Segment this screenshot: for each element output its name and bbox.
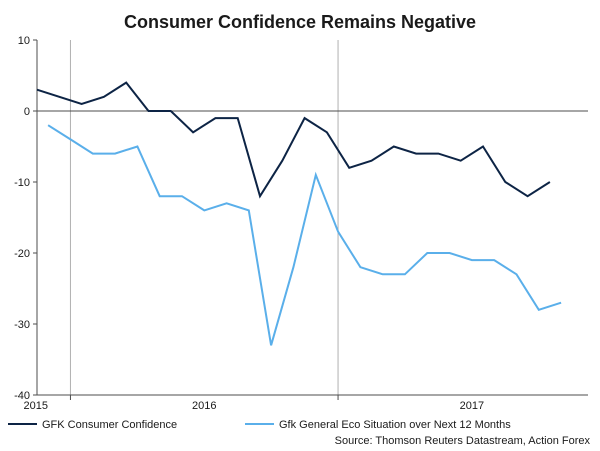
- y-tick-label: 0: [24, 106, 30, 118]
- legend-label-consumer-confidence: GFK Consumer Confidence: [42, 419, 177, 431]
- x-year-label: 2017: [460, 400, 484, 412]
- x-year-label: 2016: [192, 400, 216, 412]
- plot-area: [37, 40, 588, 395]
- y-axis: 10 0 -10 -20 -30 -40: [14, 35, 38, 402]
- source-note: Source: Thomson Reuters Datastream, Acti…: [335, 435, 591, 447]
- series-line-eco-situation: [47, 124, 562, 346]
- y-tick-label: 10: [18, 35, 30, 47]
- series-line-consumer-confidence: [36, 81, 551, 199]
- chart-title: Consumer Confidence Remains Negative: [124, 12, 476, 32]
- legend-label-eco-situation: Gfk General Eco Situation over Next 12 M…: [279, 419, 511, 431]
- x-axis: 2015 2016 2017: [23, 394, 588, 412]
- y-tick-label: -20: [14, 248, 30, 260]
- x-year-label: 2015: [23, 400, 47, 412]
- legend: GFK Consumer Confidence Gfk General Eco …: [8, 419, 511, 431]
- y-tick-label: -30: [14, 319, 30, 331]
- y-tick-label: -40: [14, 390, 30, 402]
- y-tick-label: -10: [14, 177, 30, 189]
- series-layer: [36, 81, 562, 346]
